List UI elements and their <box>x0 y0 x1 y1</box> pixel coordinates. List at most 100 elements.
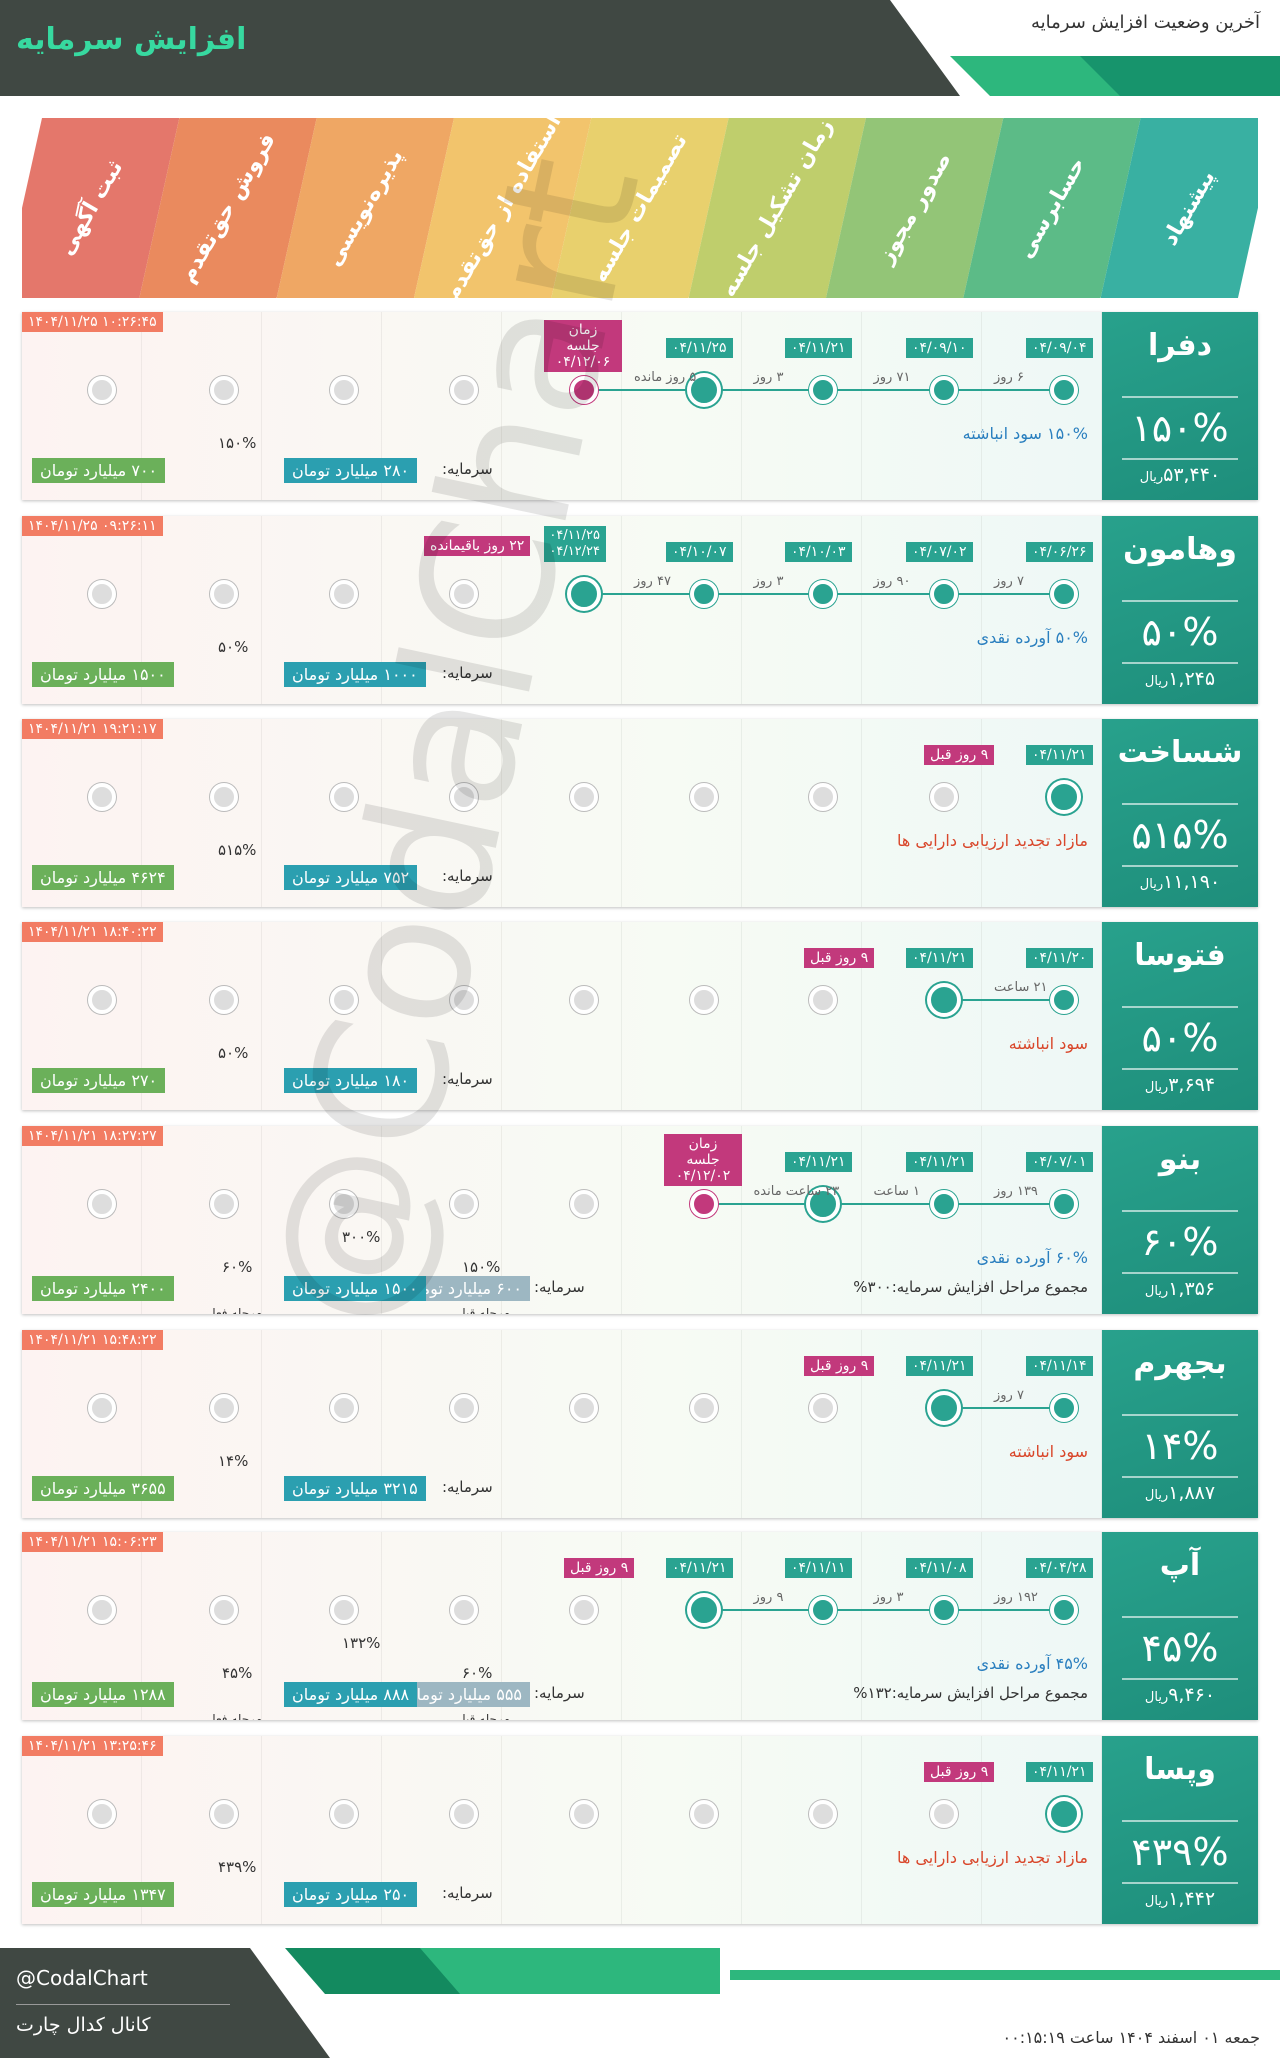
stage-dot[interactable] <box>806 1187 840 1221</box>
date-badge: ۰۴/۱۱/۲۰ <box>1026 948 1093 968</box>
increase-percent: ۵۰% <box>1122 1006 1238 1070</box>
stock-name: دفرا <box>1148 328 1212 363</box>
pending-stage-dot <box>210 986 238 1014</box>
stage-dot[interactable] <box>1050 580 1078 608</box>
price-value: ۱,۸۸۷ <box>1168 1482 1216 1504</box>
pending-stage-dot <box>330 580 358 608</box>
pending-stage-dot <box>450 1190 478 1218</box>
column-divider <box>502 312 622 500</box>
column-divider <box>502 516 622 704</box>
price-unit: ریال <box>1144 674 1169 689</box>
column-divider <box>622 312 742 500</box>
increase-percent: ۵۱۵% <box>1122 803 1238 867</box>
stage-dot[interactable] <box>1047 780 1081 814</box>
meeting-dot[interactable] <box>570 376 598 404</box>
pending-stage-dot <box>570 1394 598 1422</box>
column-divider <box>742 922 862 1110</box>
stage-dot[interactable] <box>930 1596 958 1624</box>
pending-stage-dot <box>570 1800 598 1828</box>
pending-stage-dot <box>570 783 598 811</box>
date-badge: ۰۴/۰۷/۰۱ <box>1026 1152 1093 1172</box>
footer-divider <box>16 2004 230 2005</box>
pending-stage-dot <box>570 1596 598 1624</box>
pending-stage-dot <box>690 986 718 1014</box>
column-divider <box>622 1736 742 1924</box>
pending-stage-dot <box>88 580 116 608</box>
column-divider <box>862 516 982 704</box>
stock-panel[interactable]: شساخت ۵۱۵% ۱۱,۱۹۰ریال <box>1102 719 1258 907</box>
card-background <box>22 719 1102 907</box>
meeting-dot[interactable] <box>690 1190 718 1218</box>
interval-label: ۱ ساعت <box>873 1184 921 1199</box>
total-increase-text: مجموع مراحل افزایش سرمایه:۱۳۲% <box>853 1684 1088 1702</box>
date-badge: ۰۴/۱۱/۲۱ <box>906 1152 973 1172</box>
stock-panel[interactable]: وهامون ۵۰% ۱,۲۴۵ریال <box>1102 516 1258 704</box>
pending-stage-dot <box>88 986 116 1014</box>
column-divider <box>982 922 1102 1110</box>
pending-stage-dot <box>930 783 958 811</box>
stage-dot[interactable] <box>809 1596 837 1624</box>
stage-dot[interactable] <box>1050 376 1078 404</box>
capital-caption: مازاد تجدید ارزیابی دارایی ها <box>897 1848 1088 1867</box>
column-divider <box>502 1532 622 1720</box>
stage-dot[interactable] <box>1047 1797 1081 1831</box>
current-capital: ۲۵۰ میلیارد تومان <box>284 1882 418 1907</box>
current-percent: ۶۰% <box>222 1258 253 1276</box>
current-stage-dot[interactable] <box>567 577 601 611</box>
column-divider <box>382 1330 502 1518</box>
date-badge: ۰۴/۱۱/۲۱ <box>906 948 973 968</box>
pending-stage-dot <box>210 1190 238 1218</box>
capital-caption: مازاد تجدید ارزیابی دارایی ها <box>897 831 1088 850</box>
stock-panel[interactable]: فتوسا ۵۰% ۳,۶۹۴ریال <box>1102 922 1258 1110</box>
stock-card: بنو ۶۰% ۱,۳۵۶ریال ۱۴۰۴/۱۱/۲۱ ۱۸:۲۷:۲۷ ۰۴/۰۷/… <box>22 1126 1258 1314</box>
column-divider <box>862 1330 982 1518</box>
column-divider <box>862 922 982 1110</box>
column-divider <box>622 922 742 1110</box>
stock-panel[interactable]: بجهرم ۱۴% ۱,۸۸۷ریال <box>1102 1330 1258 1518</box>
stage-dot[interactable] <box>1050 986 1078 1014</box>
stage-dot[interactable] <box>809 580 837 608</box>
column-divider <box>382 1736 502 1924</box>
footer-channel: کانال کدال چارت <box>16 2014 151 2036</box>
column-divider <box>502 1736 622 1924</box>
stage-dot[interactable] <box>930 376 958 404</box>
stage-dot[interactable] <box>927 983 961 1017</box>
pending-stage-dot <box>570 986 598 1014</box>
stock-name: وپسا <box>1144 1752 1216 1787</box>
stage-dot[interactable] <box>930 580 958 608</box>
stage-label: پذیره‌نویسی <box>321 145 409 271</box>
stage-dot[interactable] <box>1050 1190 1078 1218</box>
current-capital: ۱۸۰ میلیارد تومان <box>284 1068 418 1093</box>
stock-price: ۳,۶۹۴ریال <box>1122 1074 1238 1096</box>
capital-caption: سود انباشته <box>1008 1442 1088 1461</box>
date-badge: ۰۴/۱۱/۲۵ <box>666 338 733 358</box>
stock-card: وپسا ۴۳۹% ۱,۴۴۲ریال ۱۴۰۴/۱۱/۲۱ ۱۳:۲۵:۴۶ ۰۴/۱… <box>22 1736 1258 1924</box>
column-divider <box>142 1126 262 1314</box>
interval-label: ۹ روز <box>753 1590 784 1605</box>
stage-dot[interactable] <box>690 580 718 608</box>
pending-stage-dot <box>330 986 358 1014</box>
capital-caption: سود انباشته <box>1008 1034 1088 1053</box>
timestamp: ۱۴۰۴/۱۱/۲۱ ۱۸:۴۰:۲۲ <box>22 922 163 942</box>
days-ago-badge: ۹ روز قبل <box>924 745 995 765</box>
stock-panel[interactable]: وپسا ۴۳۹% ۱,۴۴۲ریال <box>1102 1736 1258 1924</box>
stage-dot[interactable] <box>1050 1394 1078 1422</box>
column-divider <box>22 312 142 500</box>
stage-dot[interactable] <box>687 373 721 407</box>
stage-dot[interactable] <box>927 1391 961 1425</box>
stock-panel[interactable]: دفرا ۱۵۰% ۵۳,۴۴۰ریال <box>1102 312 1258 500</box>
price-unit: ریال <box>1144 1284 1169 1299</box>
stage-dot[interactable] <box>809 376 837 404</box>
stock-panel[interactable]: بنو ۶۰% ۱,۳۵۶ریال <box>1102 1126 1258 1314</box>
stage-dot[interactable] <box>687 1593 721 1627</box>
interval-label: ۱۹۲ روز <box>994 1590 1038 1605</box>
stage-dot[interactable] <box>930 1190 958 1218</box>
stock-name: فتوسا <box>1134 938 1226 973</box>
stock-panel[interactable]: آپ ۴۵% ۹,۴۶۰ریال <box>1102 1532 1258 1720</box>
column-divider <box>262 1736 382 1924</box>
current-stage-note: مرحله فعلی <box>202 1712 263 1720</box>
stage-dot[interactable] <box>1050 1596 1078 1624</box>
pending-stage-dot <box>930 1800 958 1828</box>
pending-stage-dot <box>210 1394 238 1422</box>
interval-label: ۳ روز <box>873 1590 904 1605</box>
